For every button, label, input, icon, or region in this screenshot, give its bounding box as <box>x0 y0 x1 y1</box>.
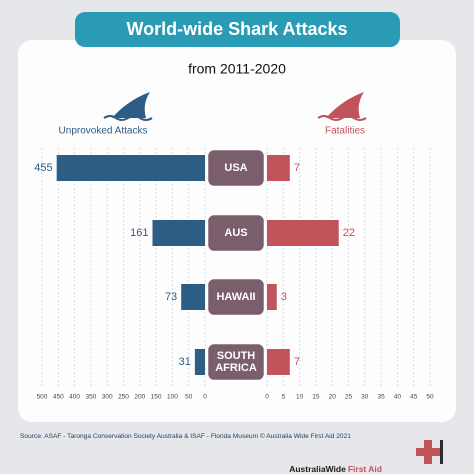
category-box <box>205 341 267 383</box>
value-label: 455 <box>34 162 52 174</box>
logo-emphasis: First Aid <box>348 464 382 474</box>
logo-icon <box>416 440 443 464</box>
title-banner <box>75 12 400 47</box>
category-box <box>205 212 267 254</box>
x-tick-label: 250 <box>118 394 129 401</box>
x-tick-label: 200 <box>134 394 145 401</box>
chart-title: World-wide Shark Attacks <box>126 19 347 39</box>
legend-label: Fatalities <box>325 126 365 137</box>
x-tick-label: 25 <box>345 394 353 401</box>
x-tick-label: 10 <box>296 394 304 401</box>
category-box-text: SOUTH AFRICA <box>215 350 257 374</box>
source-note: Source: ASAF - Taronga Conservation Soci… <box>20 432 351 440</box>
value-label: 73 <box>165 291 177 303</box>
x-tick-label: 50 <box>426 394 434 401</box>
category-label: USA <box>224 162 248 174</box>
x-tick-label: 0 <box>265 394 269 401</box>
bar <box>194 349 205 375</box>
category-box-text: HAWAII <box>216 291 256 303</box>
chart-subtitle: from 2011-2020 <box>188 61 286 77</box>
x-tick-label: 400 <box>69 394 80 401</box>
value-label: 161 <box>130 227 148 239</box>
bar <box>56 155 205 181</box>
x-tick-label: 150 <box>151 394 162 401</box>
category-label: SOUTH AFRICA <box>215 350 257 374</box>
bar <box>267 284 277 310</box>
logo-text: AustraliaWide First Aid <box>289 464 382 474</box>
x-tick-label: 100 <box>167 394 178 401</box>
x-tick-label: 35 <box>377 394 385 401</box>
x-tick-label: 500 <box>37 394 48 401</box>
bar <box>181 284 205 310</box>
fin-icon <box>317 92 367 121</box>
x-tick-label: 50 <box>185 394 193 401</box>
legend-label: Unprovoked Attacks <box>59 126 148 137</box>
value-label: 22 <box>343 227 355 239</box>
x-tick-label: 45 <box>410 394 418 401</box>
category-label: HAWAII <box>216 291 256 303</box>
value-label: 7 <box>294 356 300 368</box>
x-tick-label: 300 <box>102 394 113 401</box>
x-tick-label: 0 <box>203 394 207 401</box>
bar <box>267 349 290 375</box>
logo-name: AustraliaWide <box>289 464 346 474</box>
category-box <box>205 147 267 189</box>
value-label: 3 <box>281 291 287 303</box>
x-tick-label: 5 <box>281 394 285 401</box>
x-tick-label: 30 <box>361 394 369 401</box>
x-tick-label: 15 <box>312 394 320 401</box>
x-tick-label: 350 <box>85 394 96 401</box>
x-tick-label: 40 <box>394 394 402 401</box>
bar <box>267 220 339 246</box>
x-tick-label: 450 <box>53 394 64 401</box>
x-tick-label: 20 <box>329 394 337 401</box>
value-label: 31 <box>179 356 191 368</box>
category-label: AUS <box>224 227 248 239</box>
category-box-text: AUS <box>224 227 248 239</box>
category-box-text: USA <box>224 162 248 174</box>
fin-icon <box>103 92 153 121</box>
bar <box>267 155 290 181</box>
value-label: 7 <box>294 162 300 174</box>
bar <box>152 220 205 246</box>
category-box <box>205 276 267 318</box>
